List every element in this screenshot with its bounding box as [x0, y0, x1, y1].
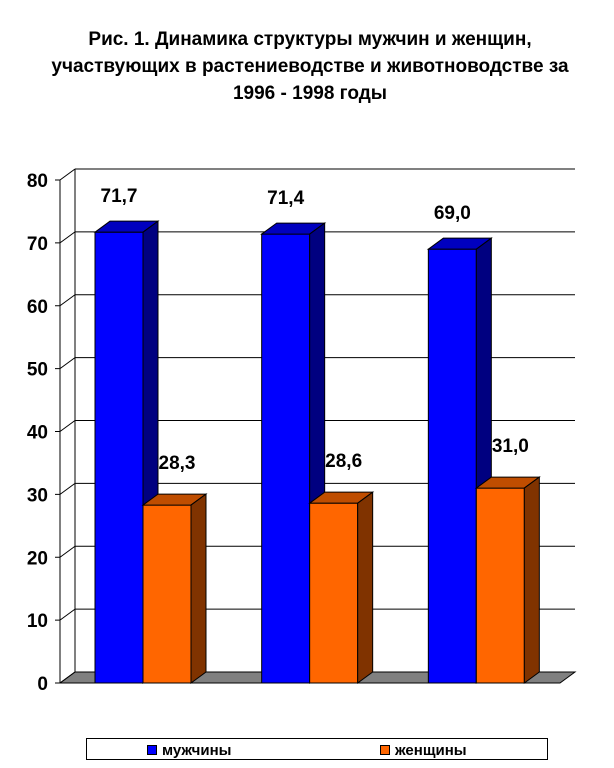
tick-connector	[59, 231, 76, 244]
tick-connector	[59, 671, 76, 684]
data-label: 71,4	[267, 188, 304, 209]
legend-swatch-men	[147, 745, 157, 755]
data-label: 69,0	[434, 203, 471, 224]
tick-connector	[59, 357, 76, 370]
legend-swatch-women	[380, 745, 390, 755]
bar	[475, 487, 525, 684]
bar	[261, 233, 311, 684]
y-tick-label: 20	[27, 548, 48, 569]
tick-connector	[59, 168, 76, 181]
data-label: 71,7	[101, 186, 138, 207]
bar-side	[190, 493, 207, 684]
y-tick-label: 60	[27, 297, 48, 318]
bar	[94, 231, 144, 684]
tick-connector	[59, 545, 76, 558]
bar-side	[523, 476, 540, 684]
tick-connector	[59, 482, 76, 495]
y-tick-label: 70	[27, 234, 48, 255]
bar	[427, 248, 477, 684]
data-label: 28,3	[159, 453, 196, 474]
legend-item-women: женщины	[380, 741, 467, 759]
y-tick-label: 40	[27, 423, 48, 444]
tick-connector	[59, 608, 76, 621]
chart-title: Рис. 1. Динамика структуры мужчин и женщ…	[51, 29, 569, 104]
bar	[142, 504, 192, 684]
y-tick-label: 50	[27, 360, 48, 381]
y-tick-label: 0	[37, 674, 48, 695]
legend-label-men: мужчины	[162, 741, 232, 759]
y-tick-label: 30	[27, 485, 48, 506]
bar-side	[357, 491, 374, 684]
legend-label-women: женщины	[395, 741, 467, 759]
tick-connector	[59, 420, 76, 432]
legend-item-men: мужчины	[147, 741, 232, 759]
bar	[309, 502, 359, 684]
y-tick-label: 80	[27, 171, 48, 192]
data-label: 31,0	[492, 436, 529, 457]
tick-connector	[59, 294, 76, 307]
legend: мужчины женщины	[86, 738, 548, 760]
data-label: 28,6	[325, 451, 362, 472]
y-tick-label: 10	[27, 611, 48, 632]
